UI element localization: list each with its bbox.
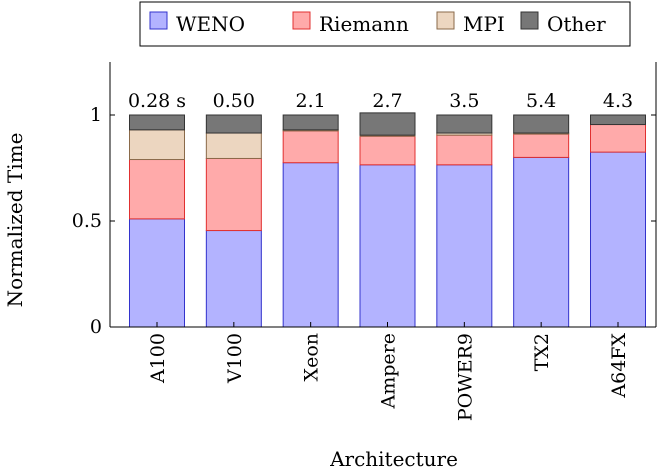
bar-total-label-tx2: 5.4: [526, 90, 556, 112]
bar-segment-other-a100: [129, 114, 185, 131]
bar-segment-riemann-v100: [205, 157, 262, 232]
legend-box: [139, 1, 631, 47]
legend-label-riemann: Riemann: [319, 12, 409, 36]
bar-segment-other-ampere: [359, 112, 416, 136]
y-tick-label: 1: [90, 104, 102, 126]
legend-swatch-other: [520, 11, 539, 30]
bar-segment-other-tx2: [513, 114, 570, 134]
y-tick-label: 0.5: [72, 210, 102, 232]
bar-segment-mpi-v100: [205, 132, 262, 159]
bar-segment-riemann-xeon: [282, 130, 339, 164]
bar-total-label-ampere: 2.7: [372, 90, 402, 112]
bar-segment-other-power9: [436, 114, 493, 134]
bar-segment-riemann-power9: [436, 134, 493, 166]
bar-segment-riemann-a100: [129, 159, 185, 220]
x-tick-label-power9: POWER9: [454, 333, 476, 421]
bar-segment-other-v100: [205, 114, 262, 134]
legend-label-mpi: MPI: [463, 12, 505, 36]
bar-total-label-a64fx: 4.3: [603, 90, 633, 112]
bar-segment-riemann-ampere: [359, 135, 416, 166]
bar-segment-weno-power9: [436, 164, 493, 328]
x-tick-label-tx2: TX2: [531, 333, 553, 371]
bar-segment-weno-a64fx: [590, 151, 646, 328]
legend-swatch-mpi: [436, 11, 455, 30]
bar-segment-other-a64fx: [590, 114, 646, 126]
bar-segment-other-xeon: [282, 114, 339, 131]
bar-segment-weno-tx2: [513, 156, 570, 328]
x-tick-label-xeon: Xeon: [301, 333, 323, 381]
x-tick-label-v100: V100: [224, 333, 246, 384]
bar-total-label-v100: 0.50: [213, 90, 255, 112]
legend-swatch-weno: [149, 11, 168, 30]
x-tick-label-a64fx: A64FX: [608, 333, 630, 399]
x-axis-title: Architecture: [329, 447, 458, 471]
bar-segment-mpi-a100: [129, 129, 185, 161]
x-tick-label-ampere: Ampere: [378, 333, 400, 409]
bar-segment-weno-a100: [129, 218, 185, 328]
bar-total-label-xeon: 2.1: [296, 90, 326, 112]
bar-segment-weno-ampere: [359, 164, 416, 328]
bar-segment-riemann-tx2: [513, 133, 570, 158]
y-tick-label: 0: [90, 316, 102, 338]
x-tick-label-a100: A100: [147, 333, 169, 384]
bars: [129, 112, 646, 328]
bar-segment-weno-v100: [205, 230, 262, 328]
legend-label-weno: WENO: [176, 12, 245, 36]
legend-label-other: Other: [547, 12, 606, 36]
bar-segment-riemann-a64fx: [590, 124, 646, 153]
y-axis-title: Normalized Time: [3, 133, 27, 308]
axes: 0 0.5 1 A100 V100 Xeon Ampere POWER9 TX2 A64FX 0.2…: [72, 62, 657, 421]
bar-total-label-a100: 0.28 s: [128, 90, 186, 112]
bar-segment-weno-xeon: [282, 162, 339, 328]
legend: WENO Riemann MPI Other: [139, 1, 631, 47]
legend-swatch-riemann: [292, 11, 311, 30]
bar-total-label-power9: 3.5: [449, 90, 479, 112]
